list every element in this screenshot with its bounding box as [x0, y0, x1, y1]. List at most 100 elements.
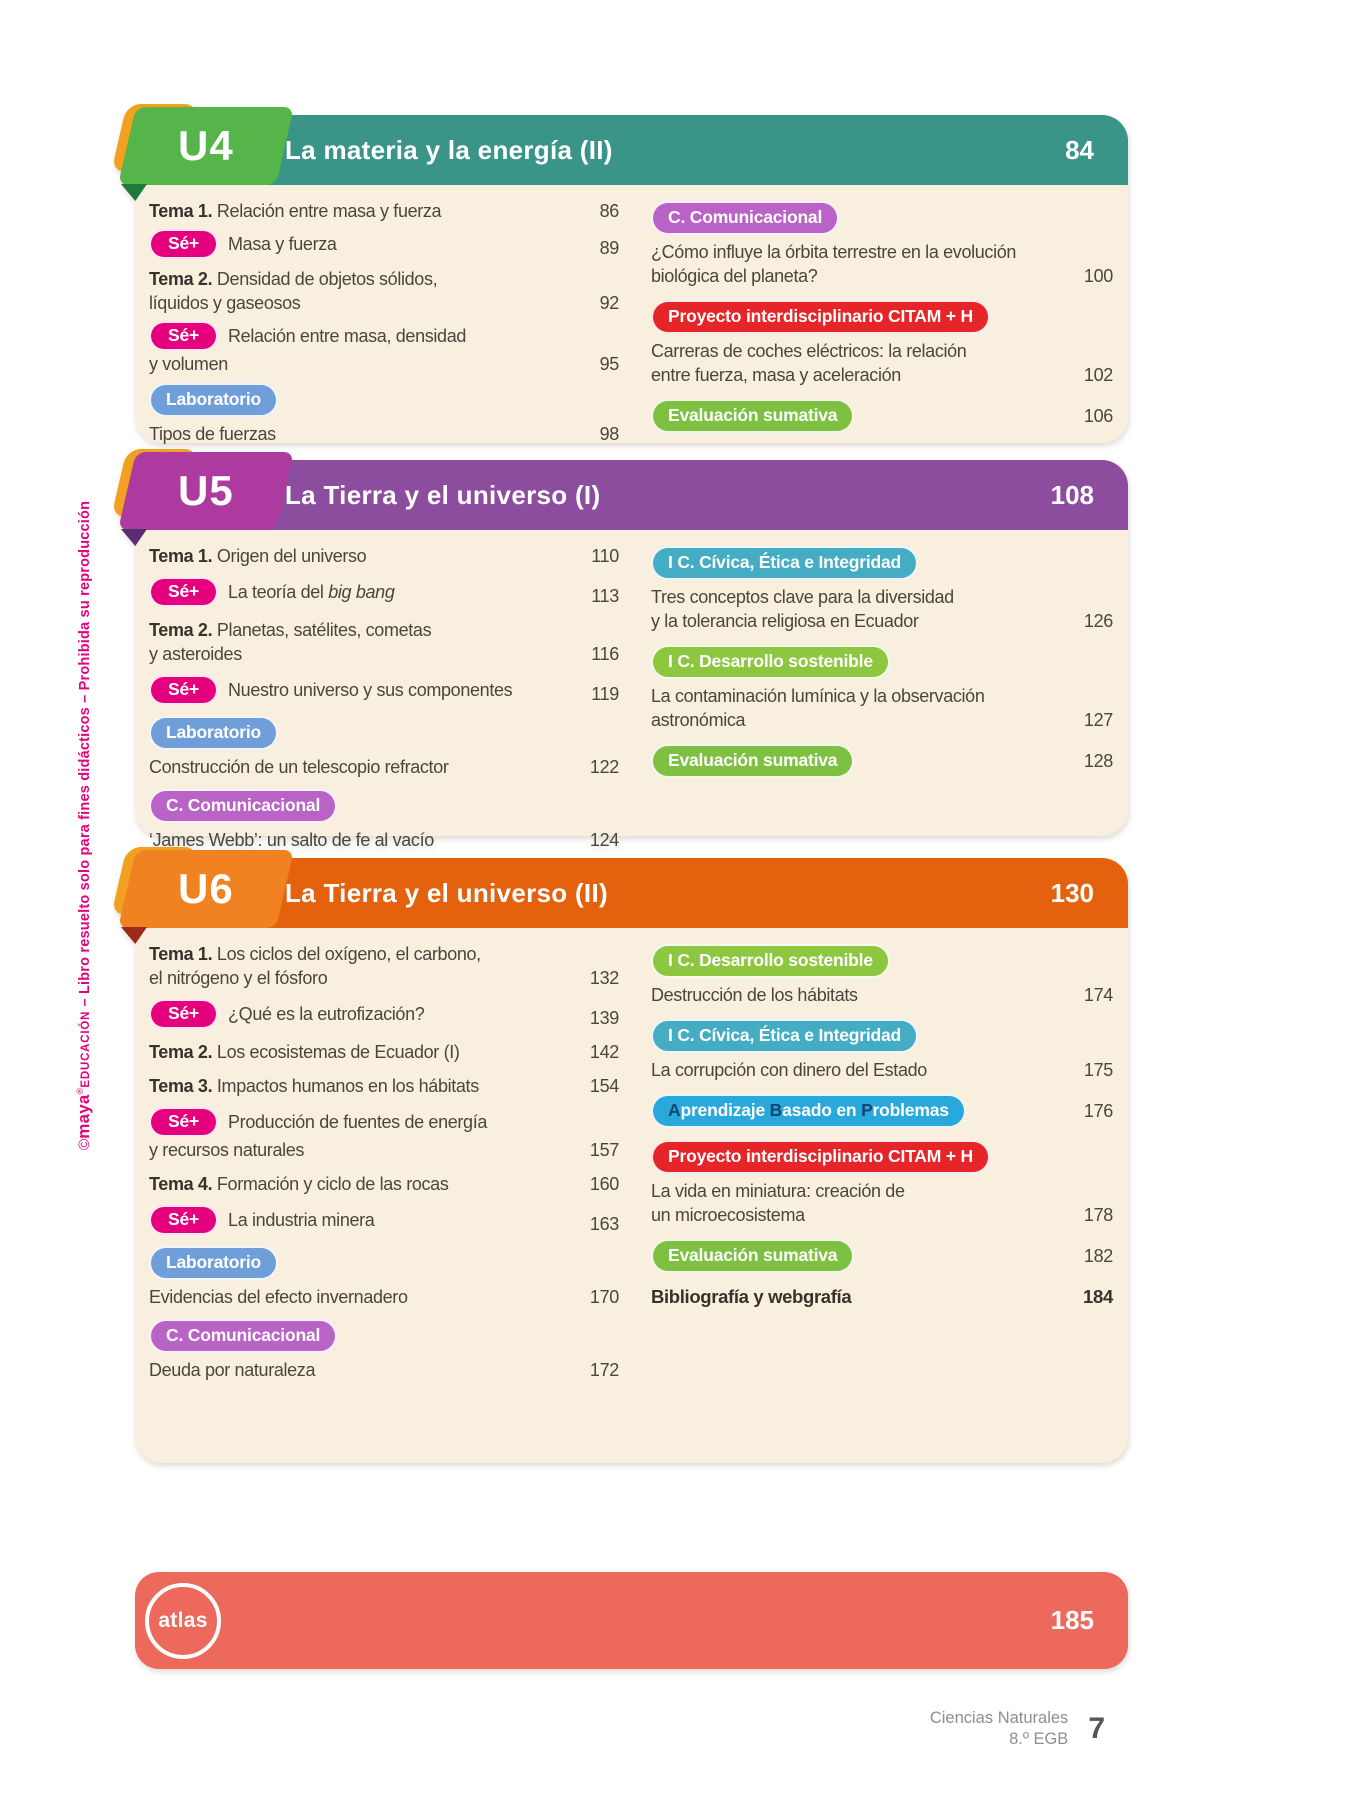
entry-page-number: 178 [1083, 1205, 1113, 1225]
toc-entry: Proyecto interdisciplinario CITAM + H [651, 300, 1113, 334]
tema-label: Tema 4. [149, 1174, 213, 1194]
entry-text: Tema 1. Origen del universo [149, 546, 367, 566]
toc-entry: Tres conceptos clave para la diversidad … [651, 585, 1113, 633]
entry-text: Tema 4. Formación y ciclo de las rocas [149, 1174, 449, 1194]
toc-entry: La contaminación lumínica y la observaci… [651, 684, 1113, 732]
entry-page-number: 124 [589, 830, 619, 850]
entry-text: Carreras de coches eléctricos: la relaci… [651, 341, 967, 385]
toc-entry: C. Comunicacional [149, 1319, 619, 1353]
entry-text: ‘James Webb’: un salto de fe al vacío [149, 830, 434, 850]
toc-entry: ¿Cómo influye la órbita terrestre en la … [651, 240, 1113, 288]
unit-page-number: 130 [1050, 878, 1094, 908]
entry-text: La contaminación lumínica y la observaci… [651, 686, 985, 730]
unit-content: Tema 1. Relación entre masa y fuerza 86 Sé… [135, 185, 1128, 444]
toc-entry: I C. Desarrollo sostenible [651, 645, 1113, 679]
category-pill: C. Comunicacional [149, 789, 338, 823]
category-pill: Sé+ [149, 1107, 219, 1137]
toc-entry: Tema 2. Planetas, satélites, cometas y a… [149, 618, 619, 666]
entry-page-number: 119 [591, 684, 619, 704]
toc-entry: Tema 1. Los ciclos del oxígeno, el carbo… [149, 942, 619, 990]
unit-tab: U6 [117, 850, 295, 928]
entry-text: Deuda por naturaleza [149, 1360, 316, 1380]
toc-entry: C. Comunicacional [651, 201, 1113, 235]
category-pill: Sé+ [149, 577, 219, 607]
atlas-logo: atlas [145, 1582, 221, 1659]
toc-entry: Laboratorio [149, 716, 619, 750]
unit-content: Tema 1. Origen del universo 110 Sé+ La teor… [135, 530, 1128, 850]
entry-text: Tema 1. Relación entre masa y fuerza [149, 201, 442, 221]
entry-page-number: 176 [1083, 1101, 1113, 1121]
toc-column: Tema 1. Origen del universo 110 Sé+ La teor… [149, 544, 619, 862]
entry-page-number: 102 [1083, 365, 1113, 385]
toc-entry: Laboratorio [149, 383, 619, 417]
entry-text: Tres conceptos clave para la diversidad … [651, 587, 954, 631]
entry-page-number: 170 [589, 1287, 619, 1307]
entry-page-number: 128 [1083, 751, 1113, 771]
entry-page-number: 175 [1083, 1060, 1113, 1080]
entry-text: Tema 1. Los ciclos del oxígeno, el carbo… [149, 944, 481, 988]
entry-text: Sé+ La teoría del big bang [149, 577, 569, 608]
unit-header: U5 La Tierra y el universo (I) 108 [111, 449, 1128, 546]
toc-entry: Tema 2. Los ecosistemas de Ecuador (I) 14… [149, 1040, 619, 1064]
toc-entry: La vida en miniatura: creación de un mic… [651, 1179, 1113, 1227]
toc-entry: ‘James Webb’: un salto de fe al vacío 124 [149, 828, 619, 852]
entry-page-number: 110 [591, 546, 619, 566]
toc-entry: Sé+ Producción de fuentes de energía y re… [149, 1107, 619, 1162]
entry-page-number: 139 [589, 1008, 619, 1028]
unit-title: La Tierra y el universo (II) [285, 878, 608, 908]
unit-page-number: 108 [1050, 480, 1094, 510]
toc-entry: Evaluación sumativa 128 [651, 744, 1113, 778]
entry-page-number: 154 [589, 1076, 619, 1096]
entry-page-number: 92 [599, 293, 620, 313]
unit-title: La materia y la energía (II) [285, 135, 613, 165]
toc-entry: La corrupción con dinero del Estado 175 [651, 1058, 1113, 1082]
toc-entry: Sé+ La teoría del big bang 113 [149, 577, 619, 608]
category-pill: Sé+ [149, 229, 219, 259]
atlas-bar: atlas 185 [135, 1572, 1128, 1669]
entry-text: ¿Cómo influye la órbita terrestre en la … [651, 242, 1017, 286]
tema-label: Tema 1. [149, 201, 213, 221]
footer-page-number: 7 [1088, 1712, 1105, 1745]
entry-page-number: 163 [589, 1214, 619, 1234]
unit-code: U5 [178, 467, 234, 514]
entry-text: Construcción de un telescopio refractor [149, 757, 449, 777]
entry-text: Sé+ Producción de fuentes de energía y re… [149, 1107, 569, 1162]
entry-page-number: 122 [589, 757, 619, 777]
toc-column: Tema 1. Los ciclos del oxígeno, el carbo… [149, 942, 619, 1392]
toc-entry: Evaluación sumativa 182 [651, 1239, 1113, 1273]
entry-page-number: 116 [591, 644, 619, 664]
entry-text: Tema 2. Densidad de objetos sólidos, líq… [149, 269, 438, 313]
footer-grade: 8.º EGB [1009, 1730, 1069, 1748]
entry-page-number: 100 [1083, 266, 1113, 286]
unit-title: La Tierra y el universo (I) [285, 480, 601, 510]
unit-tab: U4 [117, 107, 295, 185]
atlas-page-number: 185 [1050, 1605, 1094, 1635]
publisher-division-text: EDUCACIÓN [80, 1010, 92, 1088]
toc-entry: Aprendizaje Basado en Problemas 176 [651, 1094, 1113, 1128]
toc-entry: Construcción de un telescopio refractor 1… [149, 755, 619, 779]
category-pill: Sé+ [149, 321, 219, 351]
watermark-copyright: © [76, 1138, 93, 1150]
toc-entry: I C. Desarrollo sostenible [651, 944, 1113, 978]
category-pill: C. Comunicacional [651, 201, 840, 235]
tema-label: Tema 3. [149, 1076, 213, 1096]
tema-label: Tema 1. [149, 546, 213, 566]
entry-page-number: 174 [1083, 985, 1113, 1005]
entry-page-number: 98 [599, 424, 620, 444]
toc-entry: Proyecto interdisciplinario CITAM + H [651, 1140, 1113, 1174]
entry-page-number: 86 [599, 201, 620, 221]
entry-page-number: 89 [599, 238, 620, 258]
toc-column: Tema 1. Relación entre masa y fuerza 86 Sé… [149, 199, 619, 453]
unit-code: U4 [178, 122, 234, 169]
toc-entry: Evaluación sumativa 106 [651, 399, 1113, 433]
unit-page-number: 84 [1065, 135, 1094, 165]
entry-text: Evidencias del efecto invernadero [149, 1287, 408, 1307]
toc-entry: I C. Cívica, Ética e Integridad [651, 546, 1113, 580]
entry-text: Tema 3. Impactos humanos en los hábitats [149, 1076, 479, 1096]
toc-entry: Sé+ Relación entre masa, densidad y volum… [149, 321, 619, 376]
unit-tab: U5 [117, 452, 295, 530]
entry-text: Sé+ La industria minera [149, 1205, 569, 1236]
tema-label: Tema 2. [149, 269, 213, 289]
footer-subject: Ciencias Naturales [929, 1709, 1069, 1727]
entry-page-number: 160 [589, 1174, 619, 1194]
